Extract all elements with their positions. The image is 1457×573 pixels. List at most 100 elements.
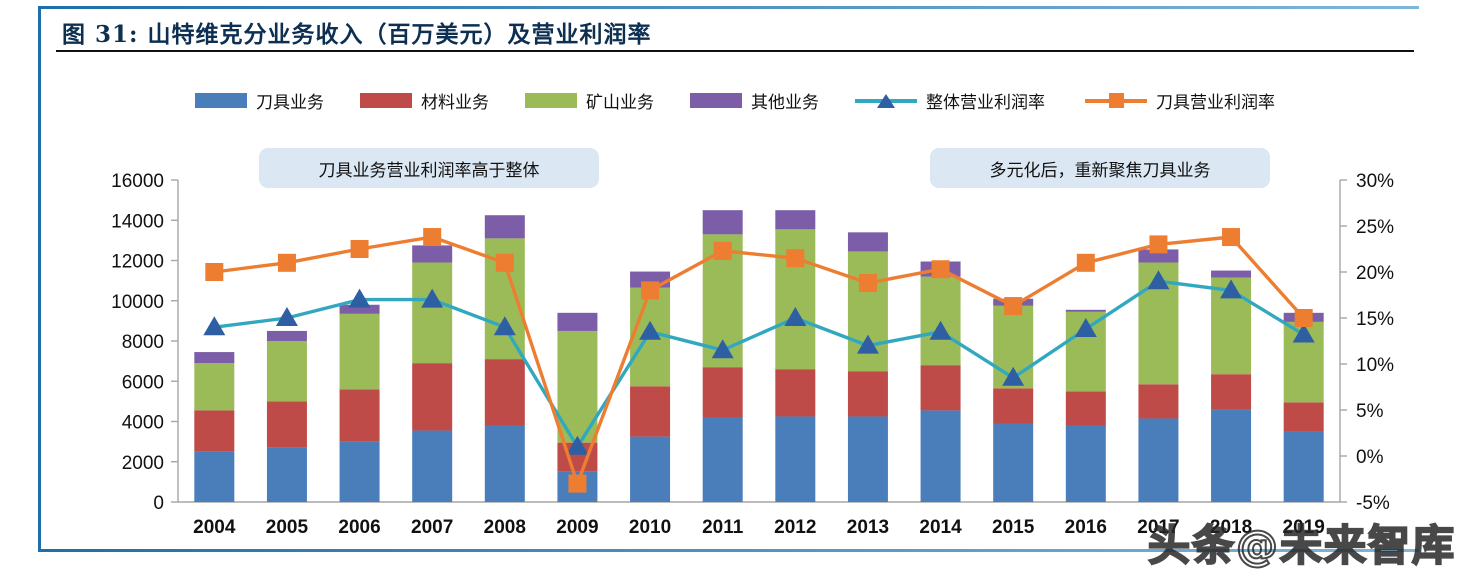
left-axis-tick-label: 8000	[122, 332, 164, 353]
square-marker-icon	[568, 474, 587, 493]
bar-segment	[1138, 384, 1179, 419]
triangle-marker-icon	[711, 339, 734, 359]
legend-label-tools-margin: 刀具营业利润率	[1156, 93, 1275, 113]
x-axis-tick-label: 2006	[338, 517, 380, 538]
square-marker-icon	[277, 253, 296, 272]
bar-segment	[1065, 309, 1106, 312]
bar-segment	[775, 210, 816, 230]
bar-segment	[847, 371, 888, 417]
x-axis-tick-label: 2016	[1065, 517, 1107, 538]
bar-segment	[194, 451, 235, 502]
bar-segment	[702, 417, 743, 502]
triangle-marker-icon	[275, 307, 298, 326]
square-marker-icon	[205, 263, 224, 281]
right-axis-tick-label: 10%	[1356, 355, 1394, 376]
bar-segment	[339, 441, 380, 502]
x-axis-tick-label: 2007	[411, 517, 453, 538]
x-axis-tick-label: 2018	[1210, 517, 1252, 538]
square-marker-icon	[423, 228, 442, 247]
left-axis-tick-label: 14000	[111, 211, 164, 232]
legend-marker-square-icon	[1085, 93, 1147, 109]
bar-segment	[194, 410, 235, 452]
triangle-marker-icon	[929, 320, 952, 340]
bar-segment	[1211, 374, 1252, 410]
legend-item-tools[interactable]: 刀具业务	[195, 88, 324, 113]
top-border-rule	[38, 6, 1419, 9]
square-marker-icon	[786, 249, 805, 268]
bar-segment	[412, 262, 453, 364]
x-axis-tick-label: 2009	[556, 517, 598, 538]
bar-segment	[702, 210, 743, 235]
bar-segment	[266, 447, 307, 502]
triangle-marker-icon	[1292, 323, 1315, 343]
bar-segment	[775, 416, 816, 502]
bar-segment	[557, 312, 598, 331]
square-marker-icon	[1149, 235, 1168, 254]
line-series	[212, 235, 1306, 486]
square-marker-icon	[1294, 309, 1313, 327]
bar-segment	[1138, 249, 1179, 263]
square-marker-icon	[350, 240, 369, 258]
square-marker-icon	[931, 260, 950, 279]
figure-title: 图 31: 山特维克分业务收入（百万美元）及营业利润率	[62, 21, 652, 48]
legend-item-mining[interactable]: 矿山业务	[525, 88, 654, 113]
annotation-callout-left: 刀具业务营业利润率高于整体	[259, 148, 599, 188]
right-axis-tick-label: -5%	[1356, 493, 1390, 514]
x-axis-tick-label: 2012	[774, 517, 816, 538]
triangle-marker-icon	[1002, 366, 1025, 386]
chart-legend: 刀具业务 材料业务 矿山业务 其他业务 整体营业利润率 刀具营业利润率	[195, 88, 1275, 113]
bar-segment	[1138, 418, 1179, 502]
square-marker-icon	[858, 274, 877, 293]
bar-segment	[847, 232, 888, 252]
left-axis-tick-label: 6000	[122, 372, 164, 393]
bar-segment	[339, 389, 380, 442]
triangle-marker-icon	[1147, 270, 1170, 290]
triangle-marker-icon	[784, 307, 807, 326]
bar-segment	[630, 386, 671, 437]
legend-item-materials[interactable]: 材料业务	[360, 88, 489, 113]
triangle-marker-icon	[421, 288, 444, 308]
bar-segment	[339, 304, 380, 314]
legend-swatch-tools	[195, 93, 247, 108]
legend-label-mining: 矿山业务	[586, 93, 654, 113]
right-axis-tick-label: 30%	[1356, 171, 1394, 192]
right-axis-tick-label: 25%	[1356, 217, 1394, 238]
x-axis-tick-label: 2013	[847, 517, 889, 538]
bar-segment	[847, 416, 888, 502]
bar-segment	[412, 363, 453, 431]
legend-item-overall-margin[interactable]: 整体营业利润率	[855, 88, 1045, 113]
bar-segment	[1283, 431, 1324, 502]
bar-segment	[266, 401, 307, 448]
title-underline	[56, 50, 1414, 52]
bar-segment	[630, 436, 671, 502]
annotation-callout-right: 多元化后，重新聚焦刀具业务	[930, 148, 1270, 188]
square-marker-icon	[1004, 297, 1023, 316]
x-axis-tick-label: 2005	[266, 517, 309, 538]
bar-segment	[920, 365, 961, 411]
bar-segment	[1211, 270, 1252, 278]
legend-item-tools-margin[interactable]: 刀具营业利润率	[1085, 88, 1275, 113]
bar-segment	[1065, 391, 1106, 426]
bar-segment	[484, 359, 525, 426]
triangle-marker-icon	[856, 334, 879, 354]
legend-label-other: 其他业务	[751, 93, 819, 113]
bar-segment	[920, 410, 961, 502]
bar-segment	[775, 369, 816, 417]
legend-item-other[interactable]: 其他业务	[690, 88, 819, 113]
x-axis-tick-label: 2011	[702, 517, 744, 538]
x-axis-tick-label: 2004	[193, 517, 236, 538]
square-marker-icon	[495, 253, 514, 272]
left-axis-tick-label: 2000	[122, 453, 164, 474]
x-axis-tick-label: 2014	[919, 517, 962, 538]
right-axis-tick-label: 5%	[1356, 401, 1384, 422]
bar-segment	[1211, 409, 1252, 502]
bar-segment	[194, 352, 235, 364]
legend-swatch-materials	[360, 93, 412, 108]
bar-segment	[702, 367, 743, 418]
left-axis-tick-label: 4000	[122, 413, 164, 434]
legend-label-tools: 刀具业务	[256, 93, 324, 113]
triangle-marker-icon	[566, 435, 589, 455]
x-axis-tick-label: 2010	[629, 517, 671, 538]
left-border-rule	[38, 6, 41, 552]
